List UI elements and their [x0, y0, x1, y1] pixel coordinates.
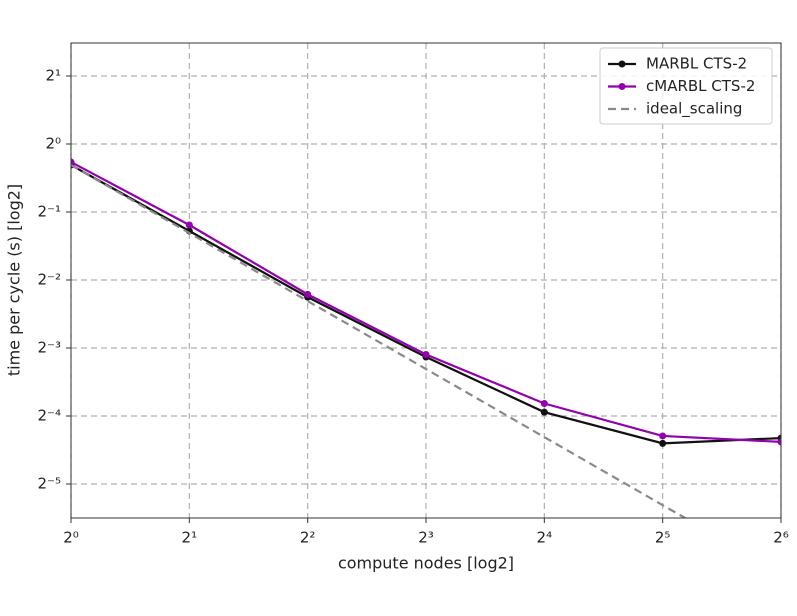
legend-label: cMARBL CTS-2 — [646, 77, 755, 95]
point — [540, 408, 548, 416]
x-tick-label: 2⁶ — [773, 529, 789, 547]
point — [422, 351, 430, 359]
x-axis-label: compute nodes [log2] — [338, 554, 514, 573]
point — [659, 439, 667, 447]
y-tick-label: 2⁻⁵ — [38, 475, 61, 493]
legend-marker — [618, 83, 626, 90]
y-tick-label: 2¹ — [45, 67, 61, 85]
legend-marker — [618, 60, 626, 68]
y-tick-label: 2⁻³ — [38, 339, 61, 357]
legend-box — [599, 47, 773, 125]
point — [777, 438, 781, 446]
point — [659, 432, 667, 440]
point — [71, 158, 75, 166]
y-tick-label: 2⁻² — [38, 271, 61, 289]
point — [540, 400, 548, 408]
point — [185, 221, 193, 229]
y-tick-label: 2⁻⁴ — [38, 407, 61, 425]
y-axis-label: time per cycle (s) [log2] — [5, 184, 24, 376]
legend-label: ideal_scaling — [646, 100, 742, 119]
x-tick-label: 2⁵ — [655, 529, 671, 547]
legend-label: MARBL CTS-2 — [646, 55, 747, 73]
y-tick-label: 2⁰ — [45, 135, 61, 153]
point — [304, 290, 312, 298]
x-tick-label: 2¹ — [182, 529, 198, 547]
x-tick-label: 2⁰ — [63, 529, 79, 547]
x-tick-label: 2³ — [418, 529, 434, 547]
series-line — [71, 164, 688, 518]
x-tick-label: 2² — [300, 529, 316, 547]
y-tick-label: 2⁻¹ — [38, 203, 61, 221]
x-tick-label: 2⁴ — [537, 529, 553, 547]
